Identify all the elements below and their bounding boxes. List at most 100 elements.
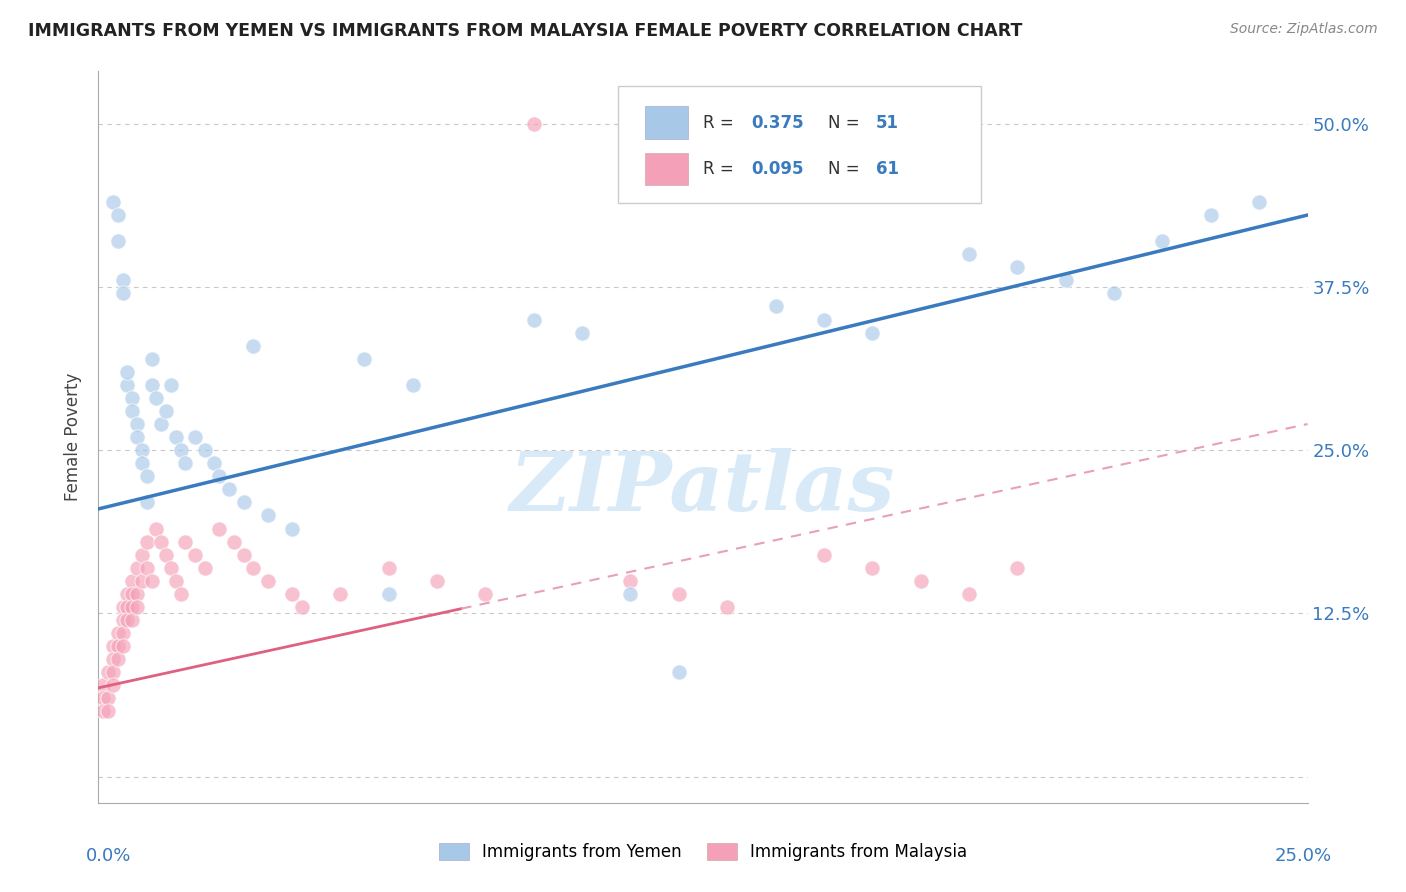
- Point: [131, 574, 153, 588]
- Point: [131, 456, 153, 470]
- Text: 25.0%: 25.0%: [1275, 847, 1331, 864]
- Point: [169, 443, 191, 458]
- Point: [668, 665, 690, 680]
- Point: [111, 599, 134, 614]
- Point: [208, 469, 231, 483]
- Point: [141, 351, 163, 366]
- Point: [97, 705, 120, 719]
- Point: [353, 351, 375, 366]
- Text: 0.0%: 0.0%: [86, 847, 132, 864]
- Point: [107, 626, 129, 640]
- Point: [222, 534, 245, 549]
- Text: 51: 51: [876, 114, 898, 132]
- Point: [121, 404, 143, 418]
- Point: [155, 548, 177, 562]
- Point: [957, 247, 980, 261]
- Point: [131, 548, 153, 562]
- Point: [117, 587, 139, 601]
- Point: [135, 469, 157, 483]
- Point: [135, 560, 157, 574]
- Text: R =: R =: [703, 114, 740, 132]
- Point: [281, 521, 304, 535]
- Text: R =: R =: [703, 160, 740, 178]
- Point: [194, 443, 217, 458]
- Point: [377, 560, 399, 574]
- Point: [107, 234, 129, 248]
- Point: [107, 652, 129, 666]
- Point: [619, 574, 641, 588]
- Point: [174, 534, 197, 549]
- Point: [101, 678, 124, 692]
- Point: [131, 443, 153, 458]
- Point: [860, 560, 883, 574]
- Point: [184, 548, 207, 562]
- Bar: [645, 106, 689, 139]
- Point: [402, 377, 425, 392]
- Point: [127, 599, 149, 614]
- Point: [169, 587, 191, 601]
- Point: [107, 208, 129, 222]
- Point: [1007, 260, 1029, 275]
- Point: [155, 404, 177, 418]
- Point: [91, 705, 114, 719]
- Point: [957, 587, 980, 601]
- Point: [135, 495, 157, 509]
- Text: 0.375: 0.375: [751, 114, 804, 132]
- Text: 0.095: 0.095: [751, 160, 804, 178]
- Point: [121, 391, 143, 405]
- Point: [97, 665, 120, 680]
- Point: [184, 430, 207, 444]
- Point: [813, 548, 835, 562]
- Text: N =: N =: [828, 160, 865, 178]
- Point: [523, 117, 546, 131]
- Point: [145, 521, 167, 535]
- Point: [523, 312, 546, 326]
- Point: [174, 456, 197, 470]
- Point: [860, 326, 883, 340]
- Point: [145, 391, 167, 405]
- Point: [1152, 234, 1174, 248]
- Point: [121, 599, 143, 614]
- Point: [160, 377, 183, 392]
- Point: [150, 417, 173, 431]
- Point: [127, 560, 149, 574]
- Point: [290, 599, 312, 614]
- Point: [329, 587, 352, 601]
- Point: [668, 587, 690, 601]
- Legend: Immigrants from Yemen, Immigrants from Malaysia: Immigrants from Yemen, Immigrants from M…: [432, 836, 974, 868]
- Point: [127, 430, 149, 444]
- Text: IMMIGRANTS FROM YEMEN VS IMMIGRANTS FROM MALAYSIA FEMALE POVERTY CORRELATION CHA: IMMIGRANTS FROM YEMEN VS IMMIGRANTS FROM…: [28, 22, 1022, 40]
- Point: [377, 587, 399, 601]
- Point: [135, 534, 157, 549]
- Point: [256, 508, 278, 523]
- Point: [121, 574, 143, 588]
- Point: [160, 560, 183, 574]
- Point: [121, 587, 143, 601]
- Point: [1199, 208, 1222, 222]
- Point: [281, 587, 304, 601]
- Point: [165, 430, 187, 444]
- Point: [101, 639, 124, 653]
- Y-axis label: Female Poverty: Female Poverty: [65, 373, 83, 501]
- Point: [910, 574, 932, 588]
- Point: [111, 286, 134, 301]
- Point: [242, 339, 264, 353]
- Text: Source: ZipAtlas.com: Source: ZipAtlas.com: [1230, 22, 1378, 37]
- Point: [474, 587, 496, 601]
- Point: [232, 548, 254, 562]
- Point: [571, 326, 593, 340]
- Point: [1249, 194, 1271, 209]
- Point: [910, 169, 932, 183]
- Point: [1007, 560, 1029, 574]
- Point: [97, 691, 120, 706]
- Point: [619, 587, 641, 601]
- Point: [204, 456, 226, 470]
- Point: [242, 560, 264, 574]
- Point: [107, 639, 129, 653]
- Text: 61: 61: [876, 160, 898, 178]
- Point: [117, 613, 139, 627]
- Point: [91, 691, 114, 706]
- Point: [101, 194, 124, 209]
- Point: [117, 599, 139, 614]
- Point: [1054, 273, 1077, 287]
